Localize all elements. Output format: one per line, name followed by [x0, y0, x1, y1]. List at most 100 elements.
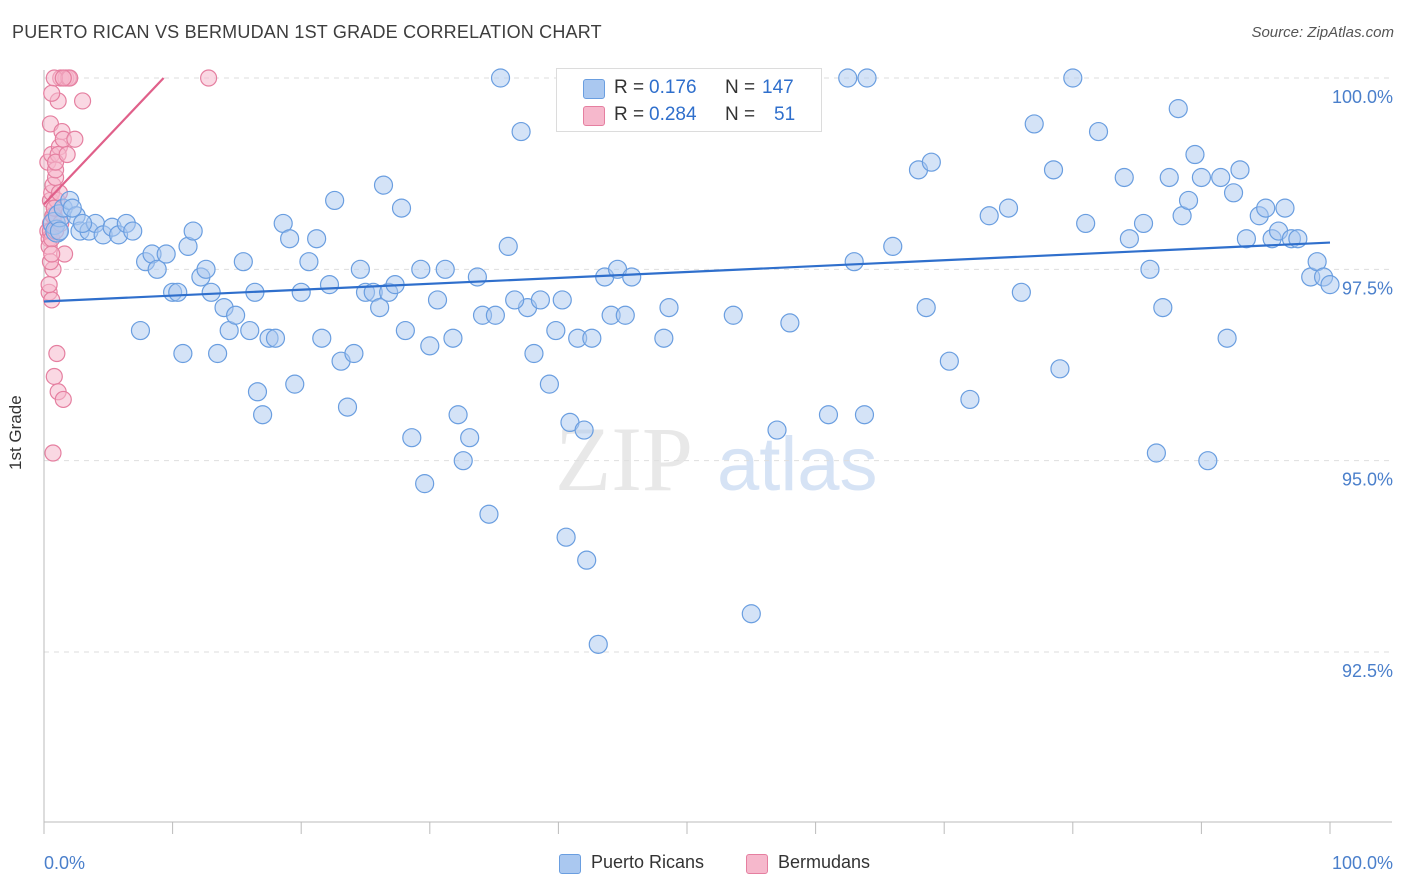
puerto-ricans-point	[479, 504, 499, 524]
puerto-ricans-point	[1198, 451, 1218, 471]
legend-r-label: R =	[614, 104, 645, 125]
y-tick-label: 100.0%	[1332, 87, 1393, 107]
puerto-ricans-point	[1178, 190, 1199, 211]
puerto-ricans-point	[391, 198, 412, 218]
bermudans-points	[39, 69, 218, 462]
x-tick-label: 0.0%	[44, 853, 85, 873]
puerto-ricans-point	[201, 282, 221, 302]
puerto-ricans-point	[1191, 167, 1212, 188]
puerto-ricans-point	[420, 336, 440, 356]
bermudans-point	[43, 245, 61, 263]
puerto-ricans-point	[1050, 359, 1070, 379]
puerto-ricans-point	[622, 267, 642, 287]
puerto-ricans-point	[552, 290, 572, 310]
puerto-ricans-point	[291, 282, 311, 302]
trend-lines	[43, 77, 1331, 303]
puerto-ricans-point	[1043, 160, 1064, 180]
x-tick-label: 100.0%	[1332, 853, 1393, 873]
bermudans-trend-line	[43, 77, 165, 206]
puerto-ricans-point	[1133, 213, 1154, 234]
puerto-ricans-point	[467, 267, 487, 287]
puerto-ricans-point	[247, 382, 268, 402]
puerto-ricans-point	[1063, 68, 1083, 88]
puerto-ricans-points	[42, 68, 1340, 654]
y-axis-label: 1st Grade	[6, 395, 25, 470]
puerto-ricans-point	[453, 451, 473, 471]
puerto-ricans-point	[123, 221, 143, 241]
puerto-ricans-point	[1275, 198, 1295, 218]
puerto-ricans-point	[395, 320, 415, 341]
puerto-ricans-point	[402, 428, 422, 448]
puerto-ricans-point	[147, 259, 167, 279]
y-tick-label: 97.5%	[1342, 278, 1393, 298]
puerto-ricans-point	[723, 305, 743, 325]
puerto-ricans-point	[208, 343, 228, 364]
puerto-ricans-point	[524, 343, 544, 364]
puerto-ricans-point	[505, 290, 525, 310]
legend-r-value: 0.176	[649, 77, 697, 98]
puerto-ricans-point	[280, 229, 300, 249]
puerto-ricans-point	[1119, 229, 1139, 249]
bermudans-point	[54, 69, 72, 87]
puerto-ricans-point	[574, 420, 594, 440]
puerto-ricans-point	[173, 343, 193, 364]
puerto-ricans-point	[939, 351, 959, 371]
bermudans-point	[66, 130, 84, 148]
puerto-ricans-point	[312, 328, 332, 348]
puerto-ricans-point	[780, 313, 800, 333]
puerto-ricans-point	[588, 634, 608, 654]
bermudans-point	[48, 344, 66, 363]
puerto-ricans-point	[168, 282, 188, 302]
puerto-ricans-point	[240, 320, 260, 341]
chart-title: PUERTO RICAN VS BERMUDAN 1ST GRADE CORRE…	[12, 22, 602, 42]
puerto-ricans-point	[337, 397, 358, 417]
legend-box: R = 0.176 N = 147 R = 0.284 N = 51	[556, 68, 822, 132]
puerto-ricans-point	[498, 236, 518, 256]
puerto-ricans-point	[344, 343, 364, 364]
legend-n-value: 147	[762, 77, 794, 98]
puerto-ricans-point	[844, 252, 864, 272]
puerto-ricans-point	[415, 474, 435, 494]
puerto-ricans-point	[883, 236, 903, 256]
puerto-ricans-point	[854, 405, 875, 425]
puerto-ricans-point	[556, 527, 576, 547]
puerto-ricans-point	[49, 221, 70, 241]
bottom-legend-swatch-pink	[746, 854, 768, 874]
puerto-ricans-point	[741, 604, 761, 624]
puerto-ricans-point	[1211, 167, 1231, 188]
puerto-ricans-point	[577, 550, 597, 570]
puerto-ricans-point	[183, 221, 203, 241]
puerto-ricans-trend-line	[43, 241, 1331, 303]
legend-swatch-pink	[583, 106, 605, 126]
bermudans-point	[40, 276, 58, 294]
legend-n-value: 51	[774, 104, 796, 125]
puerto-ricans-point	[299, 252, 319, 272]
puerto-ricans-point	[1153, 298, 1173, 318]
watermark-atlas: atlas	[717, 422, 878, 507]
puerto-ricans-point	[582, 328, 602, 348]
puerto-ricans-point	[1256, 198, 1276, 218]
puerto-ricans-point	[1011, 282, 1031, 302]
puerto-ricans-point	[253, 405, 273, 425]
puerto-ricans-point	[443, 328, 463, 348]
puerto-ricans-point	[319, 275, 340, 295]
bermudans-point	[73, 92, 92, 110]
puerto-ricans-point	[427, 290, 448, 310]
source-label: Source: ZipAtlas.com	[1251, 24, 1394, 41]
puerto-ricans-point	[857, 68, 877, 88]
puerto-ricans-point	[1168, 99, 1188, 119]
legend-row-bermudans: R = 0.284 N = 51	[557, 102, 821, 128]
puerto-ricans-point	[838, 68, 858, 88]
bermudans-point	[54, 390, 72, 409]
bermudans-point	[44, 444, 62, 462]
y-tick-label: 95.0%	[1342, 470, 1393, 490]
puerto-ricans-point	[960, 389, 980, 410]
bottom-legend-label: Puerto Ricans	[591, 852, 705, 872]
bottom-legend-label: Bermudans	[778, 852, 871, 872]
bermudans-point	[58, 145, 76, 164]
puerto-ricans-point	[1320, 275, 1340, 295]
puerto-ricans-point	[460, 428, 480, 448]
puerto-ricans-point	[546, 320, 566, 341]
puerto-ricans-point	[539, 374, 559, 394]
legend-n-label: N =	[725, 77, 756, 98]
